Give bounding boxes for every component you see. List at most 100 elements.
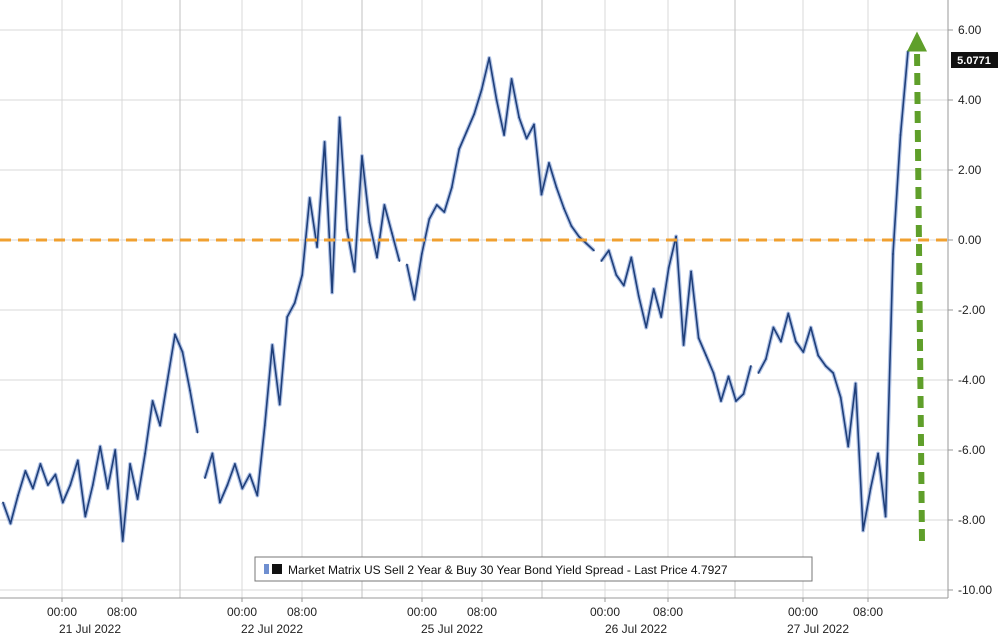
series-point bbox=[278, 403, 281, 406]
session-separators bbox=[179, 0, 736, 598]
series-point bbox=[443, 211, 446, 213]
x-tick-label: 00:00 bbox=[47, 605, 77, 619]
series-point bbox=[503, 134, 505, 136]
series-point bbox=[742, 393, 745, 395]
y-tick-label: 2.00 bbox=[958, 163, 982, 177]
series-point bbox=[488, 57, 491, 59]
series-point bbox=[346, 228, 348, 231]
series-point bbox=[248, 473, 251, 476]
series-point bbox=[121, 540, 124, 542]
x-tick-label: 08:00 bbox=[107, 605, 137, 619]
series-point bbox=[772, 326, 775, 329]
series-point bbox=[398, 260, 401, 262]
series-point bbox=[76, 459, 79, 462]
series-point bbox=[353, 270, 356, 273]
series-point bbox=[61, 501, 64, 504]
legend-swatch bbox=[264, 564, 269, 574]
y-tick-label: -10.00 bbox=[958, 583, 992, 597]
series-point bbox=[301, 274, 304, 276]
series-point bbox=[585, 242, 588, 245]
series-point bbox=[615, 274, 618, 276]
legend: Market Matrix US Sell 2 Year & Buy 30 Ye… bbox=[254, 556, 813, 582]
series-point bbox=[331, 291, 333, 294]
legend-box bbox=[254, 556, 813, 582]
series-point bbox=[727, 375, 730, 378]
y-tick-label: -2.00 bbox=[958, 303, 986, 317]
series-point bbox=[420, 253, 423, 255]
series-point bbox=[323, 141, 326, 143]
series-point bbox=[458, 148, 461, 150]
series-point bbox=[690, 270, 692, 273]
series-point bbox=[47, 484, 49, 486]
series-point bbox=[84, 515, 87, 518]
x-day-label: 22 Jul 2022 bbox=[241, 622, 303, 636]
arrow-shaft bbox=[914, 49, 925, 542]
series-point bbox=[660, 316, 663, 318]
series-point bbox=[555, 186, 558, 189]
series-point bbox=[622, 284, 625, 287]
series-point bbox=[600, 260, 603, 262]
series-point bbox=[735, 400, 737, 402]
last-price-box bbox=[951, 52, 998, 68]
series-point bbox=[286, 316, 289, 318]
last-price-label: 5.0771 bbox=[957, 55, 991, 67]
series-point bbox=[293, 302, 296, 304]
series-point bbox=[144, 452, 147, 455]
series-point bbox=[570, 225, 573, 227]
series-point bbox=[563, 207, 565, 210]
series-point bbox=[869, 487, 872, 490]
series-line bbox=[406, 57, 595, 301]
x-axis: 00:00 08:00 00:00 08:00 00:00 08:00 00:00 08:00… bbox=[47, 598, 883, 636]
series-point bbox=[361, 155, 363, 157]
series-point bbox=[465, 130, 468, 133]
x-tick-label: 08:00 bbox=[287, 605, 317, 619]
series-point bbox=[406, 263, 408, 266]
series-point bbox=[750, 365, 752, 367]
x-day-label: 27 Jul 2022 bbox=[787, 622, 849, 636]
series-point bbox=[99, 445, 102, 448]
series-point bbox=[593, 249, 595, 252]
y-tick-label: 4.00 bbox=[958, 93, 982, 107]
series-point bbox=[338, 116, 341, 119]
series-point bbox=[839, 396, 842, 399]
series-point bbox=[877, 452, 879, 455]
series-point bbox=[630, 256, 633, 259]
series-point bbox=[682, 344, 685, 346]
y-tick-label: 6.00 bbox=[958, 23, 982, 37]
x-tick-label: 08:00 bbox=[853, 605, 883, 619]
series-point bbox=[817, 354, 820, 357]
series-point bbox=[473, 113, 476, 115]
series-point bbox=[383, 204, 386, 206]
series-point bbox=[174, 333, 176, 336]
series-point bbox=[607, 249, 610, 252]
series-point bbox=[316, 246, 318, 248]
series-point bbox=[263, 424, 266, 427]
x-day-label: 26 Jul 2022 bbox=[605, 622, 667, 636]
series-point bbox=[9, 522, 12, 525]
series-point bbox=[533, 123, 535, 126]
series-point bbox=[136, 498, 139, 500]
series-point bbox=[39, 463, 42, 465]
y-axis: 6.00 4.00 2.00 0.00 -2.00 -4.00 -6.00 -8.00 -10.… bbox=[948, 23, 992, 597]
series-point bbox=[765, 358, 767, 360]
series-point bbox=[525, 137, 528, 140]
series-point bbox=[667, 267, 670, 269]
series-point bbox=[189, 389, 191, 392]
series-point bbox=[376, 256, 378, 259]
series-point bbox=[847, 445, 850, 448]
series-point bbox=[510, 78, 513, 80]
x-tick-label: 00:00 bbox=[590, 605, 620, 619]
series-point bbox=[712, 372, 715, 374]
series-point bbox=[809, 326, 812, 329]
series-point bbox=[884, 515, 887, 518]
series-point bbox=[495, 99, 498, 101]
series-point bbox=[204, 477, 206, 479]
series-point bbox=[832, 372, 835, 374]
series-point bbox=[308, 197, 311, 199]
legend-swatch-dark bbox=[272, 564, 282, 574]
series-point bbox=[391, 232, 393, 234]
series-point bbox=[428, 218, 431, 220]
series-point bbox=[578, 235, 580, 238]
series-point bbox=[226, 484, 229, 486]
series-point bbox=[757, 372, 760, 374]
